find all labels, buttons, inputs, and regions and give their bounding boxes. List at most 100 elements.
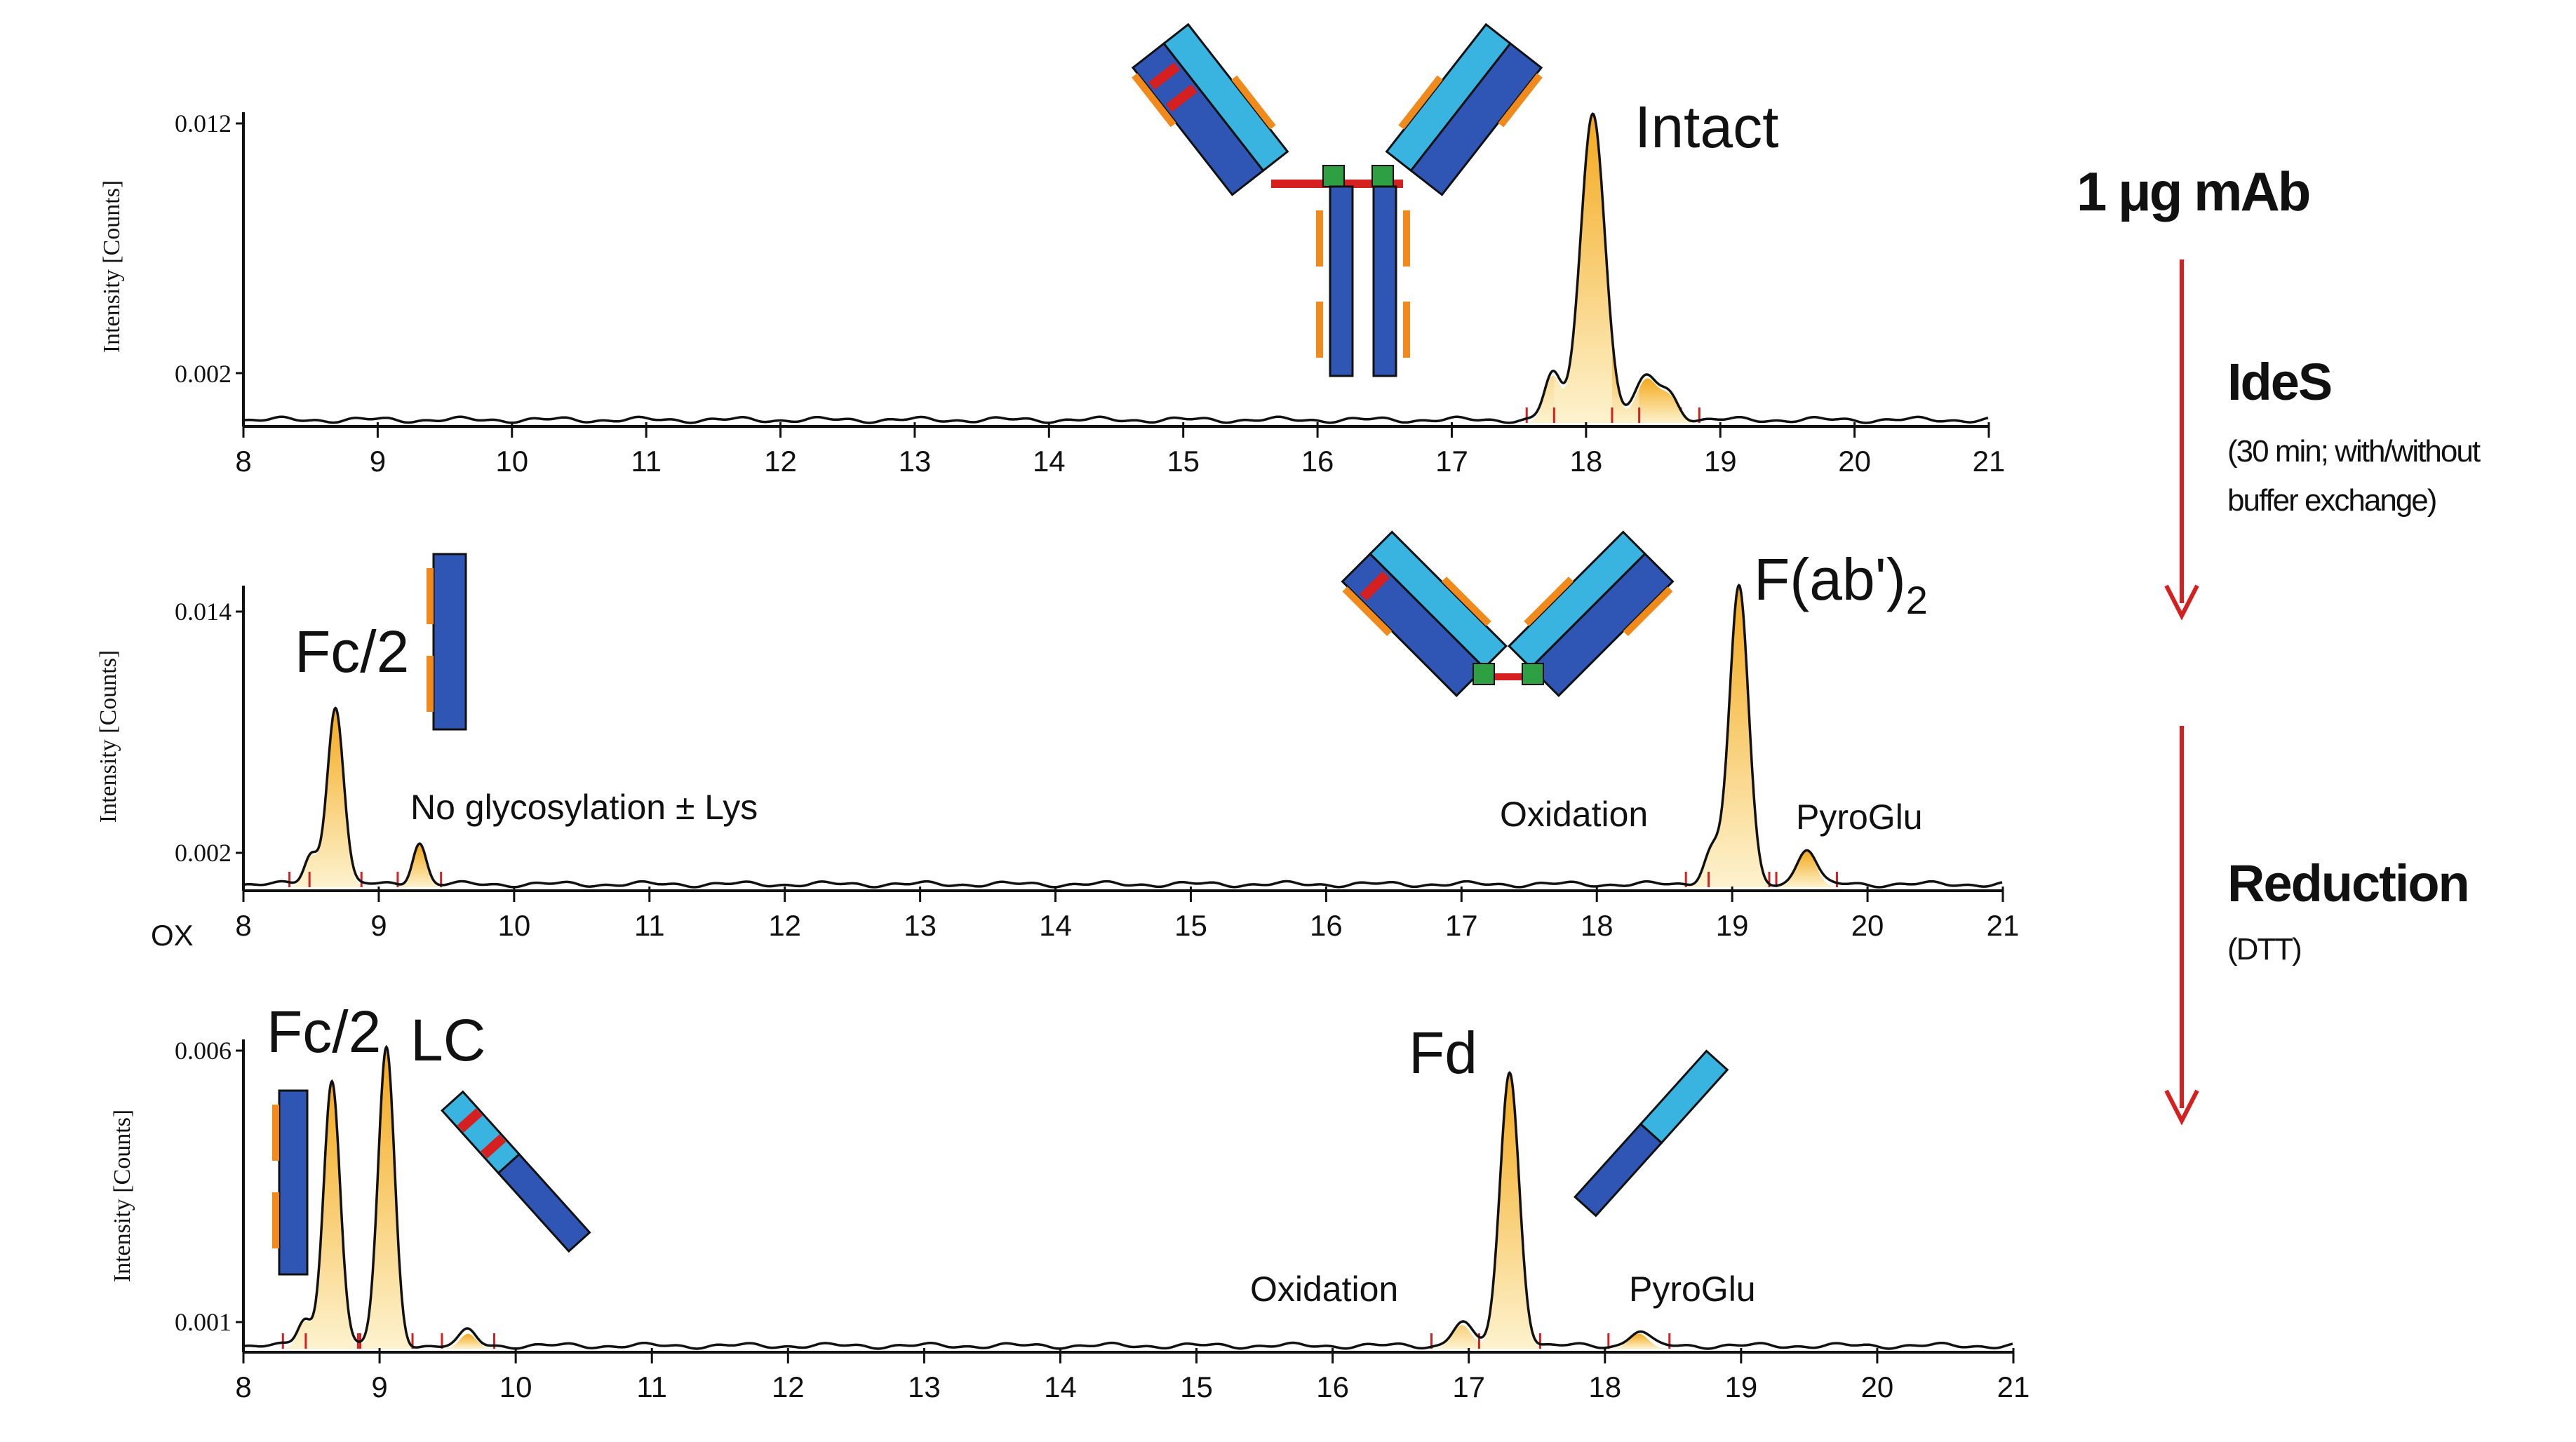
x-tick-label: 16 [1316,1370,1349,1403]
peak-fill [441,1333,495,1349]
sidebar-reduction-line1: (DTT) [2227,932,2301,966]
panel-intact: 8 9 10 11 12 13 14 15 16 17 18 19 20 21 0.012 0.002 I… [99,22,2005,478]
fc2-chain-icon [272,1089,309,1276]
sidebar-ides-title: IdeS [2227,353,2331,411]
panel-ides-marks [243,583,2003,889]
peak-fill [1608,1333,1670,1349]
x-tick-label: 16 [1310,909,1343,942]
x-tick-label: 17 [1452,1370,1485,1403]
x-tick-label: 13 [899,445,932,478]
x-tick-label: 8 [235,909,251,942]
signal-trace [243,583,2003,889]
x-tick-label: 15 [1167,445,1200,478]
peak-fill [1708,588,1770,887]
panel-ides-ylabel: Intensity [Counts] [95,650,121,823]
arrow-ides-head [2164,584,2199,621]
label-lc: LC [410,1007,485,1073]
signal-trace [243,1044,2013,1350]
x-tick-label: 10 [495,445,528,478]
x-tick-label: 10 [497,909,530,942]
process-sidebar: 1 μg mAb IdeS (30 min; with/without buff… [2077,161,2482,1126]
panel-intact-ytick-top: 0.012 [175,109,232,137]
x-tick-label: 13 [908,1370,941,1403]
x-tick-label: 8 [235,445,251,478]
signal-trace [243,112,1989,424]
peak-fill [1479,1075,1541,1349]
panel-reduced-marks [243,1044,2013,1350]
x-tick-label: 12 [764,445,797,478]
arrow-reduction-head [2164,1089,2199,1126]
x-tick-label: 21 [1987,909,2020,942]
intact-antibody-icon [1131,22,1543,377]
peak-fill [309,708,362,887]
panel-ides-x-ticks: 8 9 10 11 12 13 14 15 16 17 18 19 20 21 [235,887,2019,942]
panel-intact-ylabel: Intensity [Counts] [99,180,125,353]
label-oxidation-reduced: Oxidation [1250,1269,1398,1309]
panel-reduced: 8 9 10 11 12 13 14 15 16 17 18 19 20 21 0.006 0.001 I… [109,999,2030,1403]
label-fab2: F(ab')2 [1754,546,1928,622]
x-tick-label: 18 [1581,909,1614,942]
panel-ides: 8 9 10 11 12 13 14 15 16 17 18 19 20 21 0.014 0.002 I… [95,530,2019,952]
x-tick-label: 19 [1724,1370,1757,1403]
panel-ides-ox-label: OX [151,919,194,952]
x-tick-label: 17 [1445,909,1478,942]
label-oxidation-ides: Oxidation [1500,795,1648,834]
x-tick-label: 20 [1838,445,1871,478]
x-tick-label: 18 [1569,445,1602,478]
x-tick-label: 11 [636,1370,667,1403]
x-tick-label: 9 [371,1370,387,1403]
sidebar-reduction-title: Reduction [2227,854,2469,912]
light-chain-icon [441,1090,591,1253]
x-tick-label: 13 [904,909,937,942]
panel-ides-ytick-bottom: 0.002 [175,839,232,867]
label-no-glycosylation: No glycosylation ± Lys [410,788,758,827]
fd-chain-icon [1574,1049,1729,1218]
x-tick-label: 9 [370,445,386,478]
panel-intact-ytick-bottom: 0.002 [175,360,232,388]
label-pyroglu-reduced: PyroGlu [1629,1269,1756,1309]
panel-intact-marks [243,112,1989,424]
x-tick-label: 8 [235,1370,251,1403]
label-fc2-ides: Fc/2 [295,619,409,685]
x-tick-label: 11 [631,445,662,478]
x-tick-label: 12 [768,909,801,942]
panel-reduced-ytick-top: 0.006 [175,1037,232,1065]
label-fd: Fd [1409,1020,1477,1086]
x-tick-label: 19 [1716,909,1749,942]
x-tick-label: 18 [1588,1370,1621,1403]
sidebar-ides-line1: (30 min; with/without [2227,434,2481,469]
panel-ides-ytick-top: 0.014 [175,598,232,626]
x-tick-label: 10 [499,1370,532,1403]
peak-fill [360,1052,413,1349]
fab2-fragment-icon [1341,530,1675,697]
x-tick-label: 15 [1180,1370,1213,1403]
sidebar-ides-line2: buffer exchange) [2227,483,2436,518]
x-tick-label: 15 [1174,909,1207,942]
sidebar-amount: 1 μg mAb [2077,161,2309,222]
panel-reduced-x-ticks: 8 9 10 11 12 13 14 15 16 17 18 19 20 21 [235,1348,2030,1403]
peak-fill [1554,116,1632,423]
x-tick-label: 21 [1997,1370,2030,1403]
x-tick-label: 21 [1973,445,2006,478]
x-tick-label: 20 [1851,909,1884,942]
x-tick-label: 12 [772,1370,805,1403]
label-intact: Intact [1635,94,1778,160]
x-tick-label: 14 [1039,909,1072,942]
x-tick-label: 17 [1435,445,1468,478]
label-pyroglu-ides: PyroGlu [1796,797,1923,837]
x-tick-label: 20 [1861,1370,1894,1403]
panel-intact-x-ticks: 8 9 10 11 12 13 14 15 16 17 18 19 20 21 [235,422,2005,478]
x-tick-label: 9 [370,909,387,942]
peak-fill [1776,851,1837,887]
fc2-fragment-icon [427,553,467,731]
x-tick-label: 11 [634,909,665,942]
panel-reduced-ylabel: Intensity [Counts] [109,1110,135,1282]
label-fc2-reduced: Fc/2 [267,999,381,1065]
x-tick-label: 19 [1704,445,1737,478]
x-tick-label: 14 [1044,1370,1077,1403]
peak-fill [1639,378,1700,423]
x-tick-label: 14 [1033,445,1066,478]
panel-reduced-ytick-bottom: 0.001 [175,1308,232,1336]
x-tick-label: 16 [1301,445,1334,478]
